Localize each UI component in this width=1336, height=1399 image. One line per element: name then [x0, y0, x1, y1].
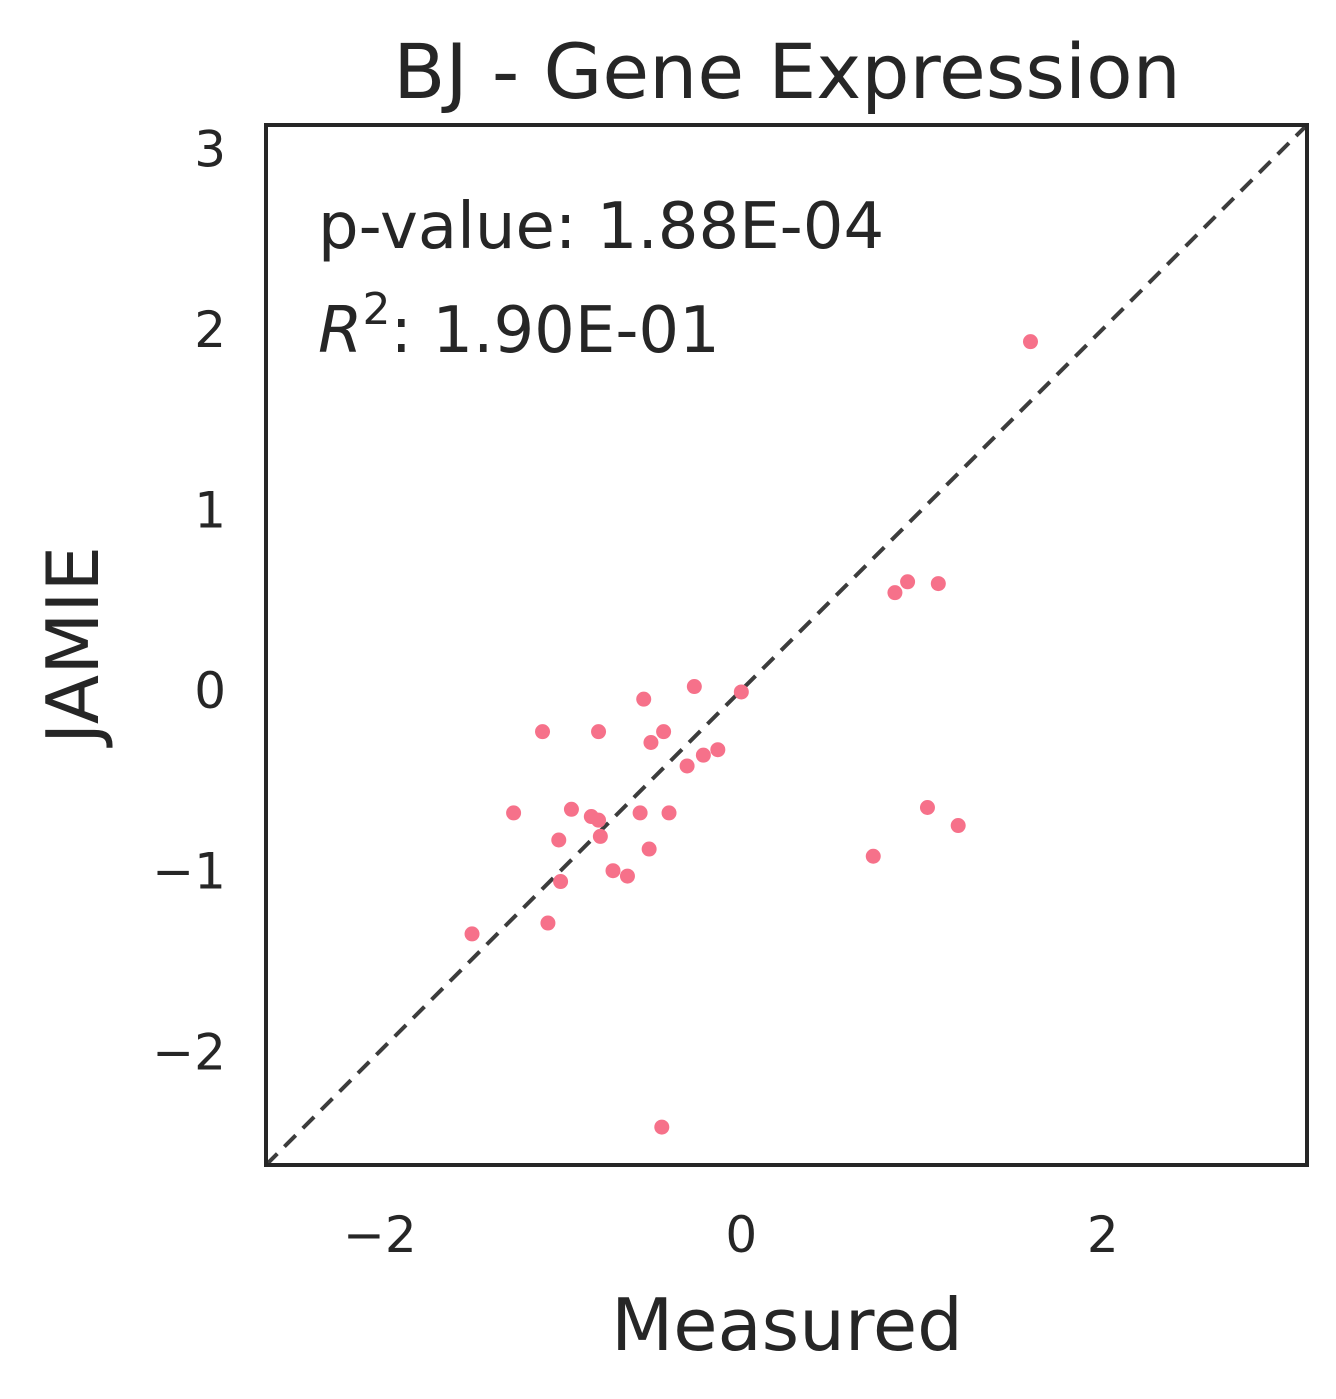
- plot-area: [266, 125, 1307, 1165]
- data-point: [733, 684, 749, 700]
- x-axis-label: Measured: [611, 1283, 963, 1367]
- data-point: [695, 747, 711, 763]
- identity-reference-line: [266, 125, 1307, 1165]
- r2-exponent: 2: [362, 284, 390, 335]
- y-tick-label: 0: [194, 662, 226, 720]
- data-points: [464, 334, 1038, 1135]
- data-point: [679, 758, 695, 774]
- x-tick-label: 2: [1087, 1206, 1119, 1264]
- data-point: [661, 805, 677, 821]
- x-axis-ticks: −2 0 2: [343, 1206, 1119, 1264]
- data-point: [865, 848, 881, 864]
- data-point: [930, 576, 946, 592]
- data-point: [553, 874, 569, 890]
- data-point: [900, 574, 916, 590]
- y-tick-label: −1: [152, 843, 226, 901]
- data-point: [592, 828, 608, 844]
- data-point: [641, 841, 657, 857]
- data-point: [535, 724, 551, 740]
- data-point: [654, 1119, 670, 1135]
- data-point: [887, 585, 903, 601]
- data-point: [540, 915, 556, 931]
- data-point: [686, 679, 702, 695]
- plot-frame: [264, 123, 1309, 1167]
- x-tick-label: −2: [343, 1206, 417, 1264]
- data-point: [619, 868, 635, 884]
- data-point: [591, 724, 607, 740]
- data-point: [506, 805, 522, 821]
- y-tick-label: 3: [194, 120, 226, 178]
- annotation-pvalue: p-value: 1.88E-04: [318, 190, 884, 264]
- data-point: [464, 926, 480, 942]
- r2-value: : 1.90E-01: [390, 294, 719, 368]
- data-point: [950, 818, 966, 834]
- data-point: [710, 742, 726, 758]
- x-tick-label: 0: [725, 1206, 757, 1264]
- data-point: [1022, 334, 1038, 350]
- y-tick-label: 2: [194, 301, 226, 359]
- annotation-r2: R2: 1.90E-01: [318, 284, 720, 368]
- data-point: [605, 863, 621, 879]
- r2-symbol: R: [318, 294, 362, 368]
- data-point: [563, 801, 579, 817]
- y-tick-label: −2: [152, 1023, 226, 1081]
- data-point: [636, 691, 652, 707]
- y-tick-label: 1: [194, 482, 226, 540]
- data-point: [919, 800, 935, 815]
- data-point: [643, 735, 659, 750]
- y-axis-label: JAMIE: [31, 546, 115, 748]
- data-point: [591, 812, 607, 828]
- data-point: [656, 724, 672, 740]
- data-point: [551, 832, 567, 848]
- chart-title: BJ - Gene Expression: [393, 27, 1181, 116]
- y-axis-ticks: −2 −1 0 1 2 3: [152, 120, 226, 1081]
- data-point: [632, 805, 648, 821]
